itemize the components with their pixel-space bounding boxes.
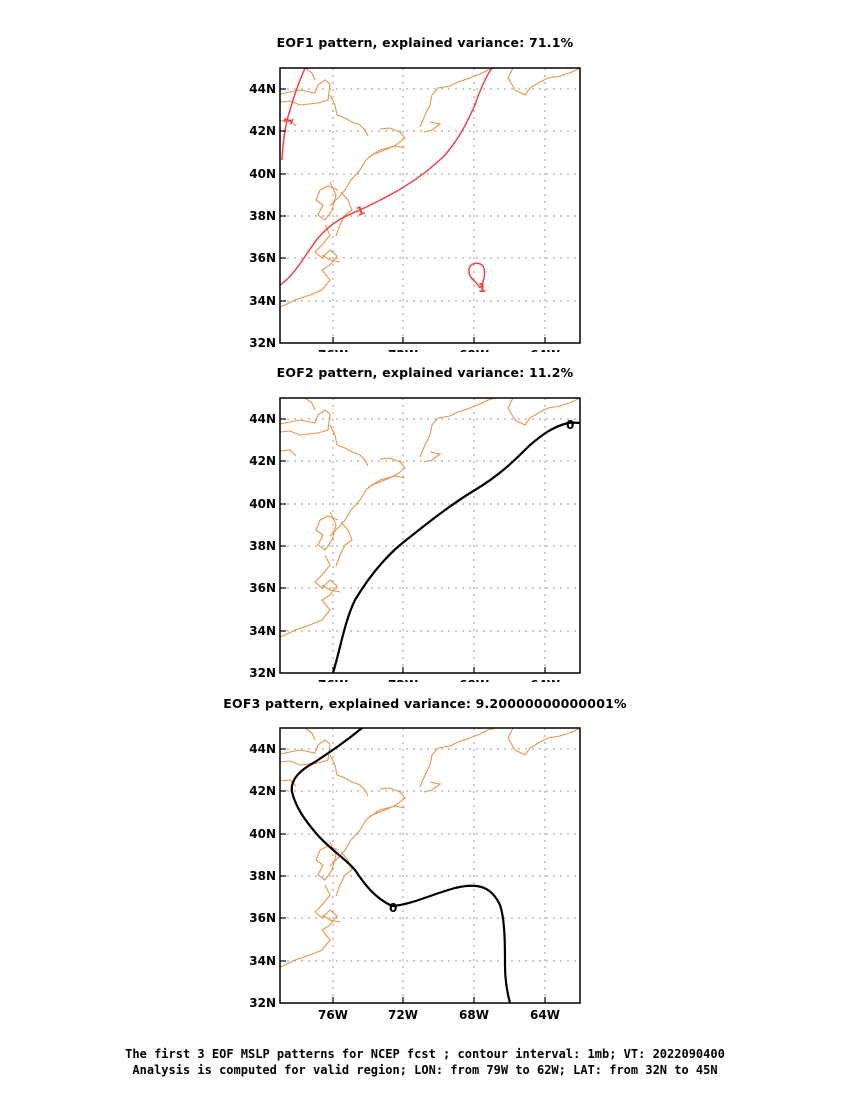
svg-text:72W: 72W [388, 1008, 418, 1022]
svg-text:64W: 64W [530, 1008, 560, 1022]
svg-text:32N: 32N [249, 996, 276, 1010]
panel-3-y-tick-labels: 44N 42N 40N 38N 36N 34N 32N [249, 742, 276, 1010]
svg-text:42N: 42N [249, 454, 276, 468]
svg-text:42N: 42N [249, 784, 276, 798]
svg-text:44N: 44N [249, 412, 276, 426]
panel-2-map: 0 44N 42N 40N 38N 36N 34N 32N 76W 72W 68… [249, 397, 581, 682]
panel-2-coastline [279, 397, 581, 638]
panel-2-grid [280, 398, 580, 673]
panel-1-ticks [280, 88, 546, 343]
panel-3-contour-labels: 0 [389, 901, 397, 915]
svg-text:36N: 36N [249, 911, 276, 925]
panel-3-x-tick-labels: 76W 72W 68W 64W [318, 1008, 560, 1022]
svg-text:1: 1 [354, 203, 367, 219]
panel-2-y-tick-labels: 44N 42N 40N 38N 36N 34N 32N [249, 412, 276, 680]
svg-text:44N: 44N [249, 742, 276, 756]
svg-text:34N: 34N [249, 294, 276, 308]
panel-1-title: EOF1 pattern, explained variance: 71.1% [276, 35, 574, 50]
svg-text:1: 1 [478, 281, 486, 295]
panel-3-grid [280, 728, 580, 1003]
panel-3-ticks [280, 748, 546, 1003]
svg-text:34N: 34N [249, 954, 276, 968]
svg-text:76W: 76W [318, 1008, 348, 1022]
panel-2-contour-labels: 0 [566, 418, 574, 432]
panel-2-frame [279, 397, 581, 674]
panel-1-y-tick-labels: 44N 42N 40N 38N 36N 34N 32N [249, 82, 276, 350]
panel-3-frame [279, 727, 581, 1004]
svg-text:64W: 64W [530, 678, 560, 682]
panel-3-title: EOF3 pattern, explained variance: 9.2000… [223, 696, 627, 711]
svg-text:0: 0 [566, 418, 574, 432]
panel-3-map: 0 44N 42N 40N 38N 36N 34N 32N 76W 72W 68… [249, 727, 581, 1022]
svg-text:36N: 36N [249, 251, 276, 265]
panel-3-coastline [279, 727, 581, 968]
panel-2-contours [331, 421, 581, 674]
panel-1-frame [279, 67, 581, 344]
svg-text:72W: 72W [388, 678, 418, 682]
svg-text:0: 0 [389, 901, 397, 915]
panel-1-grid [280, 68, 580, 343]
svg-text:38N: 38N [249, 869, 276, 883]
svg-text:72W: 72W [388, 348, 418, 352]
svg-text:40N: 40N [249, 497, 276, 511]
panel-2-x-tick-labels: 76W 72W 68W 64W [318, 678, 560, 682]
svg-text:64W: 64W [530, 348, 560, 352]
svg-text:68W: 68W [459, 678, 489, 682]
svg-text:76W: 76W [318, 678, 348, 682]
svg-text:40N: 40N [249, 167, 276, 181]
svg-text:42N: 42N [249, 124, 276, 138]
caption-line-1: The first 3 EOF MSLP patterns for NCEP f… [125, 1047, 725, 1061]
svg-text:38N: 38N [249, 209, 276, 223]
panel-2-title: EOF2 pattern, explained variance: 11.2% [276, 365, 574, 380]
svg-text:34N: 34N [249, 624, 276, 638]
svg-text:68W: 68W [459, 1008, 489, 1022]
panel-3-contours [290, 727, 512, 1004]
panel-1-x-tick-labels: 76W 72W 68W 64W [318, 348, 560, 352]
svg-text:68W: 68W [459, 348, 489, 352]
svg-text:1: 1 [281, 114, 297, 127]
caption-line-2: Analysis is computed for valid region; L… [132, 1063, 718, 1077]
svg-text:40N: 40N [249, 827, 276, 841]
svg-text:38N: 38N [249, 539, 276, 553]
svg-text:44N: 44N [249, 82, 276, 96]
panel-1-contours [279, 67, 493, 289]
svg-text:76W: 76W [318, 348, 348, 352]
panel-1-map: 1 1 1 44N 42N 40N 38N 36N 34N 32N 76W 72… [249, 67, 581, 352]
panel-2-ticks [280, 418, 546, 673]
figure-caption: The first 3 EOF MSLP patterns for NCEP f… [0, 1046, 850, 1078]
svg-text:32N: 32N [249, 336, 276, 350]
panel-1-coastline [279, 67, 581, 308]
svg-text:36N: 36N [249, 581, 276, 595]
svg-text:32N: 32N [249, 666, 276, 680]
